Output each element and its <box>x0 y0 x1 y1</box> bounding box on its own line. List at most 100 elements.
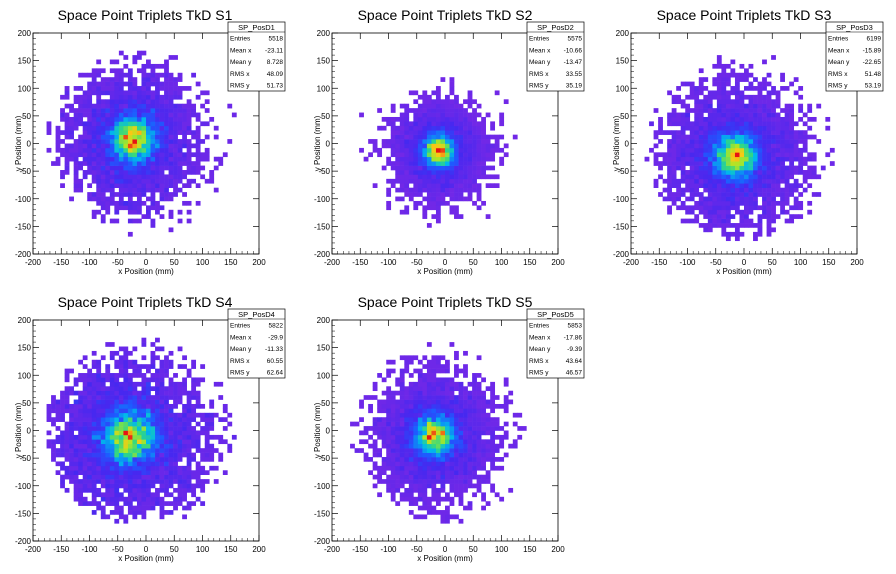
histogram-bin <box>372 439 378 445</box>
histogram-bin <box>766 200 772 206</box>
histogram-bin <box>146 156 151 162</box>
histogram-bin <box>667 161 672 166</box>
histogram-bin <box>694 108 700 113</box>
histogram-bin <box>118 178 124 184</box>
histogram-bin <box>426 200 432 206</box>
histogram-bin <box>109 77 115 82</box>
histogram-bin <box>200 174 206 180</box>
histogram-bin <box>499 147 505 153</box>
histogram-bin <box>426 134 432 140</box>
histogram-bin <box>159 483 165 489</box>
histogram-bin <box>431 174 437 180</box>
histogram-bin <box>435 496 441 502</box>
y-tick-label: -50 <box>19 454 31 463</box>
histogram-bin <box>431 399 437 405</box>
histogram-bin <box>60 390 65 396</box>
histogram-bin <box>186 143 192 149</box>
histogram-bin <box>734 121 740 127</box>
histogram-bin <box>186 434 192 440</box>
histogram-bin <box>164 90 169 96</box>
histogram-bin <box>209 399 215 405</box>
histogram-bin <box>381 434 387 440</box>
histogram-bin <box>177 346 183 352</box>
histogram-bin <box>454 430 459 436</box>
histogram-bin <box>141 465 147 471</box>
histogram-bin <box>399 130 405 135</box>
histogram-bin <box>503 395 509 400</box>
histogram-bin <box>784 156 790 162</box>
histogram-bin <box>762 214 767 219</box>
histogram-bin <box>490 430 496 436</box>
histogram-bin <box>485 165 491 171</box>
histogram-bin <box>105 408 111 414</box>
histogram-bin <box>146 103 151 109</box>
histogram-bin <box>771 108 776 113</box>
histogram-bin <box>431 134 437 140</box>
histogram-bin <box>96 434 102 440</box>
histogram-bin <box>64 170 70 175</box>
histogram-bin <box>422 426 428 431</box>
histogram-bin <box>472 470 477 475</box>
histogram-bin <box>757 99 763 105</box>
histogram-bin <box>762 134 767 140</box>
histogram-bin <box>721 139 727 144</box>
histogram-bin <box>132 368 138 374</box>
histogram-bin <box>177 147 183 153</box>
histogram-bin <box>739 161 745 166</box>
histogram-bin <box>698 90 704 96</box>
histogram-bin <box>100 134 106 140</box>
histogram-bin <box>123 470 129 475</box>
histogram-bin <box>426 112 432 118</box>
histogram-bin <box>476 483 482 489</box>
histogram-bin <box>78 421 84 427</box>
histogram-bin <box>454 470 459 475</box>
histogram-bin <box>127 381 133 387</box>
histogram-bin <box>721 174 727 180</box>
histogram-bin <box>431 430 437 436</box>
histogram-bin <box>435 218 441 224</box>
histogram-bin <box>766 152 772 158</box>
histogram-bin <box>463 165 468 171</box>
histogram-bin <box>173 390 178 396</box>
histogram-bin <box>454 125 459 131</box>
histogram-bin <box>150 178 156 184</box>
histogram-bin <box>753 130 758 135</box>
histogram-bin <box>707 174 713 180</box>
histogram-bin <box>454 408 459 414</box>
histogram-bin <box>195 161 201 166</box>
histogram-bin <box>150 196 156 202</box>
histogram-bin <box>60 474 65 480</box>
histogram-bin <box>82 457 88 462</box>
histogram-bin <box>105 121 111 127</box>
histogram-bin <box>716 152 722 158</box>
histogram-bin <box>676 94 682 100</box>
histogram-bin <box>784 130 790 135</box>
histogram-bin <box>141 364 147 369</box>
histogram-bin <box>712 178 718 184</box>
histogram-bin <box>454 350 459 356</box>
histogram-bin <box>734 116 740 122</box>
histogram-bin <box>381 139 387 144</box>
histogram-bin <box>408 434 414 440</box>
histogram-bin <box>395 178 401 184</box>
histogram-bin <box>417 421 423 427</box>
histogram-bin <box>114 457 120 462</box>
histogram-bin <box>390 165 396 171</box>
histogram-bin <box>91 86 97 91</box>
histogram-bin <box>390 178 396 184</box>
histogram-bin <box>96 68 102 74</box>
histogram-bin <box>168 152 174 158</box>
histogram-bin <box>100 417 106 422</box>
histogram-bin <box>472 443 477 449</box>
histogram-bin <box>449 108 455 113</box>
histogram-bin <box>390 147 396 153</box>
histogram-bin <box>168 121 174 127</box>
histogram-bin <box>177 426 183 431</box>
histogram-bin <box>454 373 459 378</box>
histogram-bin <box>123 514 129 520</box>
histogram-bin <box>55 147 61 153</box>
histogram-bin <box>105 139 111 144</box>
histogram-bin <box>159 434 165 440</box>
histogram-bin <box>182 479 187 484</box>
histogram-bin <box>127 196 133 202</box>
